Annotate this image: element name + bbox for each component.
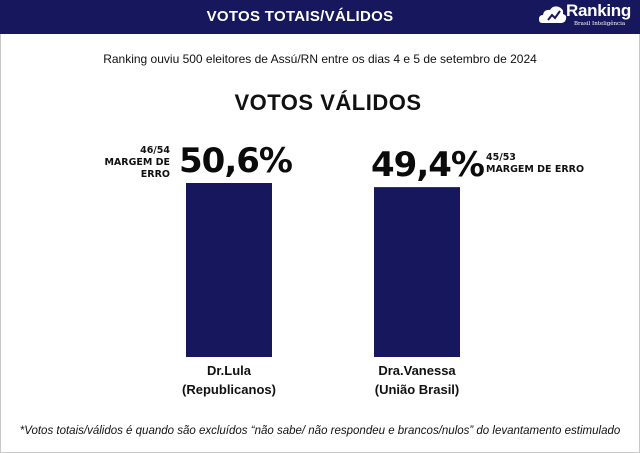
header-title: VOTOS TOTAIS/VÁLIDOS <box>206 8 394 25</box>
category-label-2: Dra.Vanessa (União Brasil) <box>337 361 497 399</box>
category-line-2-2: (União Brasil) <box>374 382 460 397</box>
category-line-2-1: Dra.Vanessa <box>378 363 456 378</box>
margin-of-error-1: 46/54 MARGEM DE ERRO <box>80 145 170 181</box>
chart-title: VOTOS VÁLIDOS <box>234 90 422 115</box>
category-line-1-2: (Republicanos) <box>182 382 276 397</box>
margin-of-error-2: 45/53 MARGEM DE ERRO <box>486 152 584 176</box>
footnote: *Votos totais/válidos é quando são exclu… <box>19 425 621 437</box>
margin-label-2: MARGEM DE ERRO <box>486 164 585 175</box>
value-label-2: 49,4% <box>371 145 485 186</box>
category-label-1: Dr.Lula (Republicanos) <box>149 361 309 399</box>
header-band: VOTOS TOTAIS/VÁLIDOS Ranking Brasil Inte… <box>0 0 640 34</box>
logo-tagline: Brasil Inteligência <box>574 21 626 27</box>
bar-2 <box>374 187 460 357</box>
margin-label-1: MARGEM DE ERRO <box>104 157 170 180</box>
survey-subtitle: Ranking ouviu 500 eleitores de Assú/RN e… <box>103 52 537 66</box>
category-line-1-1: Dr.Lula <box>206 363 252 378</box>
logo-wordmark: Ranking <box>566 1 631 20</box>
margin-range-2: 45/53 <box>486 152 516 163</box>
value-label-1: 50,6% <box>179 141 293 181</box>
cloud-logo-icon <box>539 6 567 23</box>
ranking-logo: Ranking Brasil Inteligência <box>538 1 638 33</box>
bar-1 <box>186 183 272 357</box>
margin-range-1: 46/54 <box>140 145 170 156</box>
